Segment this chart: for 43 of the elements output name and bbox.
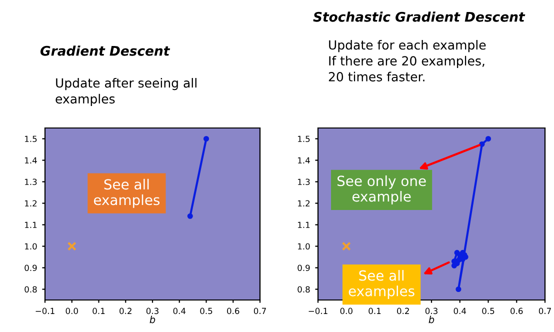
x-tick-label: 0.7 [538,308,551,314]
x-tick-label: 0.5 [482,308,494,314]
x-tick-label: 0.1 [92,308,105,314]
x-tick-label: 0.3 [425,308,438,314]
y-tick-label: 0.8 [24,286,37,293]
y-tick-label: 0.9 [298,264,310,272]
y-tick-label: 1.1 [298,222,310,228]
x-tick-label: 0.6 [510,308,523,314]
chart-subtitle: Update for each example If there are 20 examples, 20 times faster. [328,40,486,82]
y-tick-label: 1.2 [25,200,37,206]
y-tick-label: 0.9 [24,264,37,272]
y-tick-label: 1.4 [25,157,37,164]
x-tick-label: 0.0 [340,308,352,314]
y-tick-label: 1.3 [298,178,310,186]
y-tick-label: 1.0 [25,243,37,250]
x-tick-label: 0.4 [173,308,186,314]
y-tick-label: 1.5 [25,136,37,142]
y-tick-label: 1.2 [298,200,310,206]
y-tick-label: 1.1 [25,222,37,228]
annotation: See only one example [337,175,426,204]
x-tick-label: 0.6 [227,308,240,314]
chart-title: Stochastic Gradient Descent [313,12,526,22]
x-tick-label: 0.3 [146,308,158,314]
x-axis-title: b [150,316,156,324]
x-tick-label: 0.0 [66,308,78,314]
x-tick-label: 0.4 [454,308,466,314]
y-tick-label: 0.8 [298,286,310,293]
x-tick-label: 0.2 [397,308,409,314]
x-tick-label: −0.1 [308,308,328,314]
y-tick-label: 1.4 [298,157,310,164]
chart-subtitle: Update after seeing all examples [56,78,196,106]
x-tick-label: 0.7 [254,308,266,314]
chart-title: Gradient Descent [40,46,170,56]
x-tick-label: −0.1 [36,308,54,314]
annotation: See all examples [348,270,414,300]
y-tick-label: 1.5 [298,136,310,142]
x-axis-title: b [428,316,434,324]
annotation: See all examples [94,178,160,208]
y-tick-label: 1.3 [25,178,37,186]
x-tick-label: 0.2 [120,308,132,314]
y-tick-label: 1.0 [298,243,310,250]
x-tick-label: 0.5 [200,308,212,314]
x-tick-label: 0.1 [368,308,381,314]
